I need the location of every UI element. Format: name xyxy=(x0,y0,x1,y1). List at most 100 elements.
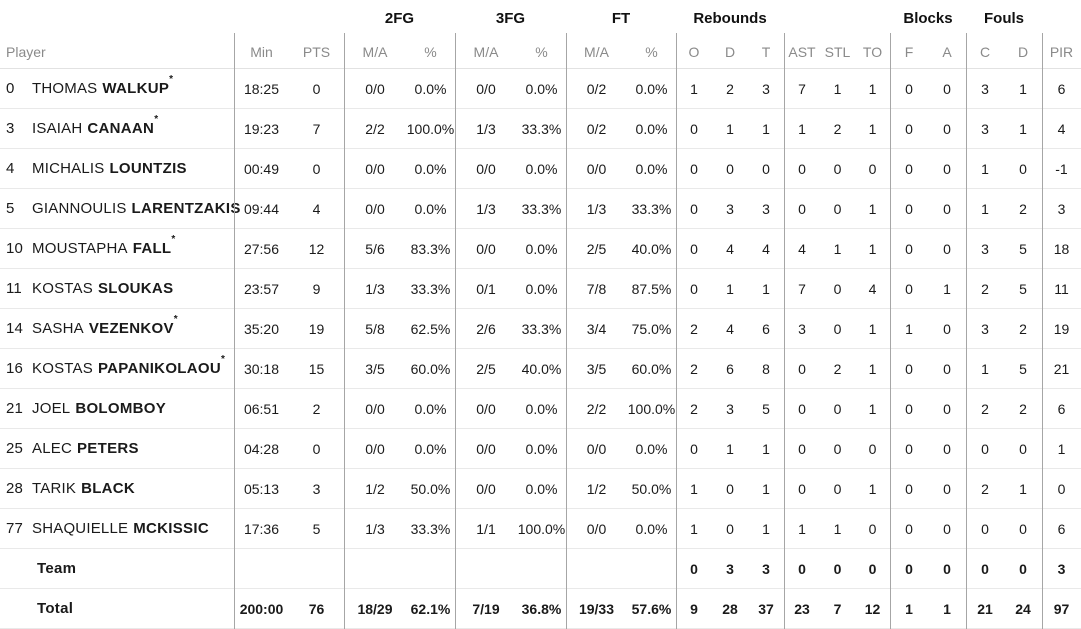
foul-d-cell: 0 xyxy=(1019,520,1027,537)
reb-t-cell: 1 xyxy=(762,480,770,497)
player-cell: 5 GIANNOULIS LARENTZAKIS xyxy=(0,200,240,217)
to-cell: 12 xyxy=(864,600,881,617)
player-number: 14 xyxy=(6,320,24,337)
pts-cell: 2 xyxy=(312,400,321,417)
pts-cell: 4 xyxy=(312,200,321,217)
3fg-pct-cell: 0.0% xyxy=(525,440,558,457)
reb-t-cell: 5 xyxy=(762,400,770,417)
reb-d-cell: 1 xyxy=(726,120,734,137)
3fg-ma-cell: 0/0 xyxy=(476,440,496,457)
blk-a-cell: 0 xyxy=(943,160,951,177)
pts-cell: 0 xyxy=(312,440,321,457)
pir-cell: 3 xyxy=(1057,560,1066,577)
table-row: Total 200:00 76 18/29 62.1% 7/19 36.8% 1… xyxy=(0,589,1081,629)
blk-f-cell: 0 xyxy=(905,440,913,457)
foul-d-cell: 0 xyxy=(1019,440,1027,457)
ast-cell: 0 xyxy=(798,360,806,377)
player-name: MICHALIS LOUNTZIS xyxy=(32,160,187,177)
group-header-fouls: Fouls xyxy=(984,9,1024,27)
pts-cell: 0 xyxy=(312,160,321,177)
ast-cell: 0 xyxy=(798,200,806,217)
ft-ma-cell: 1/2 xyxy=(586,480,607,497)
ft-pct-cell: 40.0% xyxy=(631,240,672,257)
player-number: 10 xyxy=(6,240,24,257)
table-row: 77 SHAQUIELLE MCKISSIC 17:36 5 1/3 33.3% … xyxy=(0,509,1081,549)
min-cell: 18:25 xyxy=(243,80,280,97)
reb-t-cell: 4 xyxy=(762,240,770,257)
divider xyxy=(455,33,456,629)
player-first-name: KOSTAS xyxy=(32,360,93,377)
foul-d-cell: 5 xyxy=(1019,360,1027,377)
ft-pct-cell: 0.0% xyxy=(635,80,668,97)
min-cell: 19:23 xyxy=(243,120,280,137)
player-last-name: CANAAN xyxy=(87,120,155,137)
blk-a-cell: 0 xyxy=(943,440,951,457)
3fg-pct-cell: 0.0% xyxy=(525,280,558,297)
reb-o-cell: 0 xyxy=(690,240,698,257)
starter-star: * xyxy=(169,74,174,85)
pir-cell: 3 xyxy=(1057,200,1066,217)
pir-cell: 4 xyxy=(1057,120,1066,137)
blk-f-cell: 0 xyxy=(905,520,913,537)
player-name: KOSTAS SLOUKAS xyxy=(32,280,173,297)
stat-group-header-row: 2FG 3FG FT Rebounds Blocks Fouls xyxy=(0,0,1081,30)
reb-t-cell: 37 xyxy=(758,600,774,617)
player-cell: 14 SASHA VEZENKOV* xyxy=(0,315,234,338)
table-row: 3 ISAIAH CANAAN* 19:23 7 2/2 100.0% 1/3 3… xyxy=(0,109,1081,149)
player-name: ALEC PETERS xyxy=(32,440,139,457)
to-cell: 1 xyxy=(868,240,877,257)
reb-t-cell: 3 xyxy=(762,80,770,97)
reb-d-cell: 2 xyxy=(726,80,734,97)
2fg-pct-cell: 60.0% xyxy=(410,360,451,377)
ft-pct-cell: 75.0% xyxy=(631,320,672,337)
divider xyxy=(344,33,345,629)
table-row: Team 0 3 3 0 0 0 0 0 0 0 3 xyxy=(0,549,1081,589)
min-cell: 200:00 xyxy=(239,600,284,617)
3fg-pct-cell: 0.0% xyxy=(525,80,558,97)
player-last-name: LOUNTZIS xyxy=(109,160,187,177)
divider xyxy=(784,33,785,629)
foul-c-cell: 3 xyxy=(981,320,989,337)
ast-cell: 0 xyxy=(798,160,806,177)
player-number: 16 xyxy=(6,360,24,377)
min-cell: 27:56 xyxy=(243,240,280,257)
table-row: 16 KOSTAS PAPANIKOLAOU* 30:18 15 3/5 60.0… xyxy=(0,349,1081,389)
pts-cell: 19 xyxy=(308,320,325,337)
blk-a-cell: 0 xyxy=(943,360,951,377)
to-cell: 1 xyxy=(868,320,877,337)
group-header-ft: FT xyxy=(611,9,631,27)
2fg-pct-cell: 83.3% xyxy=(410,240,451,257)
2fg-ma-cell: 5/6 xyxy=(365,240,385,257)
player-cell: Total xyxy=(0,600,234,617)
3fg-pct-cell: 0.0% xyxy=(525,240,558,257)
col-header-reb-d: D xyxy=(724,44,736,60)
stl-cell: 2 xyxy=(833,360,842,377)
3fg-ma-cell: 0/0 xyxy=(476,400,496,417)
starter-star: * xyxy=(171,234,176,245)
blk-f-cell: 0 xyxy=(905,160,913,177)
ast-cell: 3 xyxy=(798,320,806,337)
player-number: 77 xyxy=(6,520,24,537)
table-body: 0 THOMAS WALKUP* 18:25 0 0/0 0.0% 0/0 0.0… xyxy=(0,69,1081,629)
2fg-ma-cell: 5/8 xyxy=(365,320,385,337)
player-first-name: THOMAS xyxy=(32,80,98,97)
blk-a-cell: 0 xyxy=(943,400,951,417)
reb-t-cell: 1 xyxy=(762,120,770,137)
ast-cell: 4 xyxy=(798,240,806,257)
pir-cell: 21 xyxy=(1053,360,1070,377)
pts-cell: 3 xyxy=(312,480,321,497)
ft-ma-cell: 0/0 xyxy=(586,520,607,537)
2fg-ma-cell: 1/3 xyxy=(365,520,385,537)
foul-d-cell: 0 xyxy=(1019,160,1027,177)
min-cell: 00:49 xyxy=(243,160,280,177)
col-header-blk-a: A xyxy=(942,44,952,60)
reb-t-cell: 1 xyxy=(762,280,770,297)
reb-o-cell: 0 xyxy=(690,200,698,217)
col-header-2fg-ma: M/A xyxy=(362,44,388,60)
player-name: GIANNOULIS LARENTZAKIS xyxy=(32,200,241,217)
3fg-pct-cell: 40.0% xyxy=(521,360,562,377)
reb-d-cell: 4 xyxy=(726,240,734,257)
pts-cell: 0 xyxy=(312,80,321,97)
reb-d-cell: 4 xyxy=(726,320,734,337)
pir-cell: 19 xyxy=(1053,320,1070,337)
